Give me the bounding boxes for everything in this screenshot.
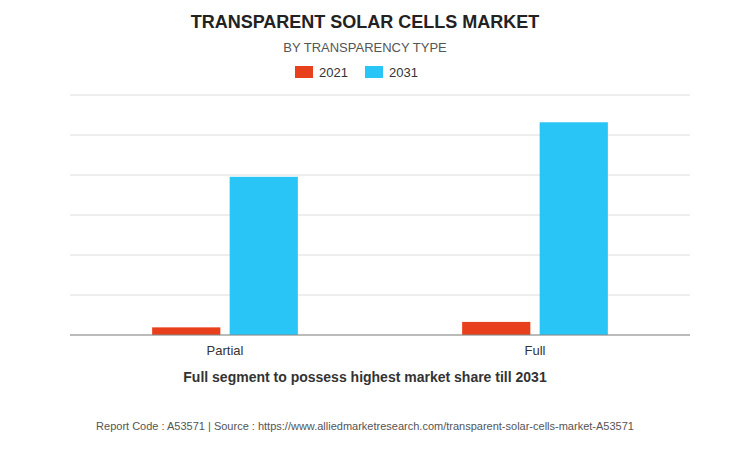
- bars: [152, 122, 608, 335]
- legend-swatch: [365, 66, 383, 78]
- bar: [462, 322, 530, 335]
- subtitle: BY TRANSPARENCY TYPE: [283, 40, 447, 55]
- bar: [230, 177, 298, 335]
- x-tick-label: Full: [525, 343, 546, 358]
- legend-label: 2031: [389, 65, 418, 80]
- legend-swatch: [295, 66, 313, 78]
- grid-line: [70, 95, 690, 96]
- legend: 2021 2031: [295, 65, 418, 80]
- footer: Report Code : A53571 | Source : https://…: [96, 420, 634, 432]
- caption: Full segment to possess highest market s…: [183, 369, 547, 385]
- bar: [152, 327, 220, 335]
- title: TRANSPARENT SOLAR CELLS MARKET: [191, 12, 540, 32]
- bar: [540, 122, 608, 335]
- grid: [70, 95, 690, 335]
- chart: TRANSPARENT SOLAR CELLS MARKET BY TRANSPA…: [0, 0, 730, 453]
- grid-line: [70, 335, 690, 336]
- legend-label: 2021: [319, 65, 348, 80]
- x-axis-line: [70, 335, 690, 336]
- x-tick-label: Partial: [207, 343, 244, 358]
